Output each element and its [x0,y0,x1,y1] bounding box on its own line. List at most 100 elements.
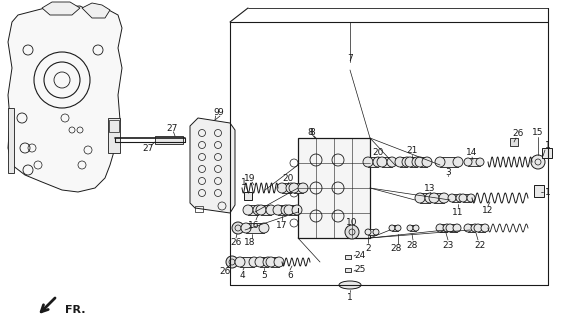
Text: 27: 27 [142,143,154,153]
Bar [534,185,544,197]
Circle shape [413,225,419,231]
Bar [468,224,475,232]
Text: 25: 25 [354,266,366,275]
Bar [8,108,14,173]
Text: 26: 26 [512,129,524,138]
Text: 27: 27 [166,124,178,132]
Circle shape [292,205,302,215]
Circle shape [387,157,397,167]
Bar [400,157,407,167]
Circle shape [456,194,464,202]
Circle shape [402,157,412,167]
Bar [345,268,351,272]
Text: 1: 1 [545,140,551,149]
Text: FR.: FR. [65,305,86,315]
Bar [510,138,518,146]
Bar [109,120,119,132]
Circle shape [243,205,253,215]
Circle shape [415,157,425,167]
Bar [542,148,552,158]
Circle shape [429,193,439,203]
Bar [463,194,471,202]
Text: 23: 23 [443,241,454,250]
Bar [440,157,458,167]
Bar [248,205,258,215]
Bar [260,257,268,267]
Bar [440,224,447,232]
Bar [434,193,444,203]
Circle shape [464,158,472,166]
Circle shape [373,229,379,235]
Text: 13: 13 [425,183,436,193]
Text: 20: 20 [372,148,384,156]
Bar [468,158,480,166]
Bar [108,118,120,153]
Circle shape [289,183,299,193]
Circle shape [286,183,296,193]
Circle shape [263,257,273,267]
Bar [452,194,460,202]
Bar [271,257,279,267]
Text: 22: 22 [475,241,486,250]
Bar [240,257,254,267]
Circle shape [277,183,287,193]
Text: 20: 20 [282,173,294,182]
Text: 28: 28 [406,241,418,250]
Ellipse shape [339,281,361,289]
Text: 21: 21 [406,146,418,155]
Polygon shape [42,2,80,15]
Circle shape [298,183,308,193]
Bar [282,183,291,193]
Bar [345,255,351,259]
Circle shape [464,224,472,232]
Circle shape [453,157,463,167]
Circle shape [235,257,245,267]
Bar [298,138,370,238]
Text: 10: 10 [346,218,358,227]
Circle shape [459,194,467,202]
Circle shape [481,224,489,232]
Circle shape [471,224,479,232]
Text: 1: 1 [347,292,353,301]
Bar [278,205,286,215]
Circle shape [435,157,445,167]
Bar [420,157,427,167]
Text: 16: 16 [248,220,260,229]
Circle shape [284,205,294,215]
Circle shape [363,157,373,167]
Circle shape [448,194,456,202]
Text: 28: 28 [390,244,401,252]
Circle shape [453,224,461,232]
Bar [246,223,264,233]
Bar [420,193,430,203]
Circle shape [249,257,259,267]
Bar [368,229,376,235]
Text: 6: 6 [287,270,293,279]
Circle shape [405,157,415,167]
Text: 12: 12 [482,205,494,214]
Bar [410,225,416,231]
Circle shape [467,194,475,202]
Circle shape [266,257,276,267]
Text: 18: 18 [244,237,256,246]
Circle shape [412,157,422,167]
Circle shape [273,205,283,215]
Circle shape [241,223,251,233]
Bar [382,157,392,167]
Circle shape [274,257,284,267]
Text: 1: 1 [545,188,551,196]
Bar [289,205,297,215]
Circle shape [415,193,425,203]
Bar [294,183,303,193]
Bar [195,206,203,212]
Text: 26: 26 [230,237,242,246]
Circle shape [266,205,276,215]
Circle shape [425,193,435,203]
Text: 7: 7 [347,53,353,62]
Polygon shape [82,3,110,18]
Text: 3: 3 [445,167,451,177]
Text: 8: 8 [307,127,313,137]
Text: 4: 4 [239,270,245,279]
Text: 9: 9 [213,108,219,116]
Bar [368,157,378,167]
